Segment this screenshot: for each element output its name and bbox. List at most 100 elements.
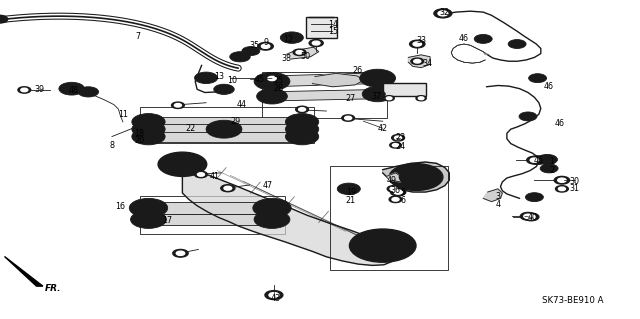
Circle shape <box>541 157 553 162</box>
Circle shape <box>20 88 28 92</box>
Circle shape <box>140 132 157 141</box>
Bar <box>140 107 314 143</box>
Text: 36: 36 <box>390 186 401 195</box>
Circle shape <box>294 132 310 141</box>
Circle shape <box>268 76 276 81</box>
Circle shape <box>544 166 554 171</box>
Circle shape <box>410 40 425 48</box>
Text: 9: 9 <box>263 38 268 47</box>
Circle shape <box>529 156 547 165</box>
Circle shape <box>65 85 79 92</box>
Circle shape <box>253 198 291 218</box>
Circle shape <box>513 42 522 46</box>
Text: 33: 33 <box>416 36 426 45</box>
Text: 43: 43 <box>270 294 280 303</box>
Circle shape <box>416 96 426 101</box>
Circle shape <box>434 9 452 18</box>
Text: 27: 27 <box>346 94 356 103</box>
Circle shape <box>387 231 395 235</box>
Circle shape <box>474 34 492 43</box>
Text: 1: 1 <box>549 157 554 166</box>
Text: 11: 11 <box>118 110 128 119</box>
Circle shape <box>530 158 539 162</box>
Circle shape <box>195 72 218 84</box>
Text: 44: 44 <box>237 100 247 109</box>
Polygon shape <box>483 189 502 202</box>
Text: 13: 13 <box>214 72 224 81</box>
Circle shape <box>78 87 99 97</box>
Text: 42: 42 <box>378 124 388 133</box>
Text: 29: 29 <box>230 117 241 126</box>
Text: 7: 7 <box>135 32 140 41</box>
Circle shape <box>139 203 158 213</box>
Polygon shape <box>182 164 396 265</box>
Circle shape <box>83 89 94 95</box>
Text: 39: 39 <box>35 85 45 94</box>
Text: 30: 30 <box>570 177 580 186</box>
Text: 46: 46 <box>544 82 554 91</box>
Circle shape <box>438 11 448 16</box>
Circle shape <box>406 244 413 248</box>
Circle shape <box>59 82 84 95</box>
Circle shape <box>362 86 393 102</box>
Polygon shape <box>148 214 272 225</box>
Text: 26: 26 <box>352 66 362 75</box>
Circle shape <box>540 164 558 173</box>
Circle shape <box>527 156 542 164</box>
Circle shape <box>242 47 260 56</box>
Circle shape <box>293 49 306 56</box>
Circle shape <box>349 229 416 262</box>
Circle shape <box>18 87 31 93</box>
Circle shape <box>140 118 157 126</box>
Circle shape <box>129 198 168 218</box>
Circle shape <box>224 186 232 190</box>
Text: 50: 50 <box>301 52 311 61</box>
Circle shape <box>173 249 188 257</box>
Circle shape <box>345 116 352 120</box>
Circle shape <box>520 212 536 220</box>
Circle shape <box>294 125 310 133</box>
Text: 49: 49 <box>387 176 397 185</box>
Text: 41: 41 <box>209 172 220 181</box>
Text: 6: 6 <box>401 197 406 205</box>
Text: 25: 25 <box>273 76 284 85</box>
Circle shape <box>387 97 392 100</box>
Circle shape <box>140 215 157 224</box>
Circle shape <box>411 58 424 64</box>
Text: 45: 45 <box>254 75 264 84</box>
Circle shape <box>557 178 566 182</box>
Circle shape <box>214 84 234 94</box>
Circle shape <box>131 211 166 228</box>
Text: FR.: FR. <box>45 284 61 293</box>
Text: 38: 38 <box>282 54 292 63</box>
Circle shape <box>399 169 433 185</box>
Text: 22: 22 <box>186 124 196 133</box>
Circle shape <box>132 114 165 130</box>
Circle shape <box>298 108 306 111</box>
Text: 46: 46 <box>459 34 469 43</box>
Circle shape <box>337 183 360 195</box>
Circle shape <box>342 186 355 192</box>
Circle shape <box>262 203 282 213</box>
Text: 28: 28 <box>273 84 284 93</box>
Text: 12: 12 <box>283 35 293 44</box>
Circle shape <box>285 128 319 145</box>
Circle shape <box>392 144 399 147</box>
Circle shape <box>200 75 212 81</box>
Circle shape <box>554 176 570 184</box>
Text: 18: 18 <box>134 129 145 138</box>
Circle shape <box>524 213 539 221</box>
Circle shape <box>296 106 308 113</box>
Circle shape <box>296 51 303 54</box>
Circle shape <box>158 152 207 176</box>
Circle shape <box>369 74 387 83</box>
Circle shape <box>556 186 568 192</box>
Circle shape <box>524 214 532 219</box>
Polygon shape <box>148 202 272 214</box>
Circle shape <box>529 74 547 83</box>
Text: 4: 4 <box>495 200 500 209</box>
Bar <box>330 166 448 270</box>
Circle shape <box>132 121 165 137</box>
Circle shape <box>230 52 250 62</box>
Text: 2: 2 <box>549 166 554 175</box>
